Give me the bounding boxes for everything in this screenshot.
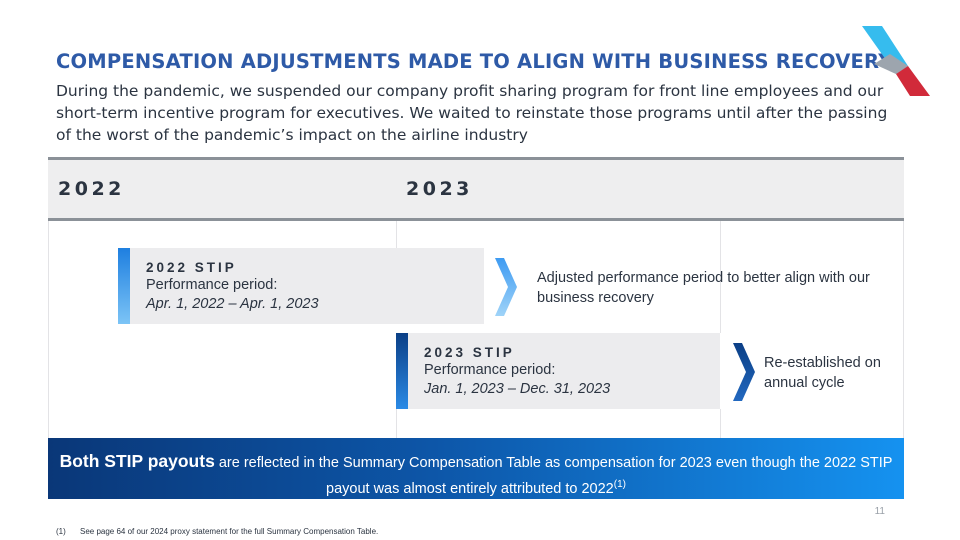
chevron-right-icon xyxy=(733,343,755,401)
banner-footnote-ref: (1) xyxy=(613,479,626,490)
year-label-2022: 2022 xyxy=(58,178,125,200)
stip-2023-note: Re-established on annual cycle xyxy=(764,355,881,391)
stip-2023-period: Jan. 1, 2023 – Dec. 31, 2023 xyxy=(424,381,611,397)
grid-line xyxy=(903,221,904,438)
stip-2023-label: Performance period: xyxy=(424,362,556,378)
page-number: 11 xyxy=(874,506,885,517)
footnote-marker: (1) xyxy=(56,527,66,536)
stip-2022-label: Performance period: xyxy=(146,277,278,293)
footnote: (1) See page 64 of our 2024 proxy stateme… xyxy=(56,527,378,536)
stip-2023-accent-bar xyxy=(396,333,408,409)
page-subtitle: During the pandemic, we suspended our co… xyxy=(56,82,888,144)
grid-line xyxy=(720,409,721,438)
page-title: COMPENSATION ADJUSTMENTS MADE TO ALIGN W… xyxy=(56,50,893,73)
grid-line xyxy=(396,409,397,438)
chevron-right-icon xyxy=(495,258,517,316)
stip-2022-title: 2022 STIP xyxy=(146,260,237,275)
stip-2022-note: Adjusted performance period to better al… xyxy=(537,270,870,306)
summary-banner: Both STIP payouts are reflected in the S… xyxy=(48,438,904,499)
year-label-2023: 2023 xyxy=(406,178,473,200)
banner-text: are reflected in the Summary Compensatio… xyxy=(214,455,893,497)
footnote-text: See page 64 of our 2024 proxy statement … xyxy=(80,527,379,536)
grid-line xyxy=(48,221,49,438)
stip-2023-title: 2023 STIP xyxy=(424,345,515,360)
stip-2022-card: 2022 STIP Performance period: Apr. 1, 20… xyxy=(118,248,484,324)
airline-logo-icon xyxy=(862,26,930,96)
stip-2023-card: 2023 STIP Performance period: Jan. 1, 20… xyxy=(396,333,720,409)
grid-line xyxy=(396,221,397,248)
banner-strong-text: Both STIP payouts xyxy=(59,451,215,471)
grid-line xyxy=(720,221,721,333)
timeline-header: 2022 2023 xyxy=(48,157,904,221)
stip-2022-period: Apr. 1, 2022 – Apr. 1, 2023 xyxy=(146,296,319,312)
stip-2022-accent-bar xyxy=(118,248,130,324)
